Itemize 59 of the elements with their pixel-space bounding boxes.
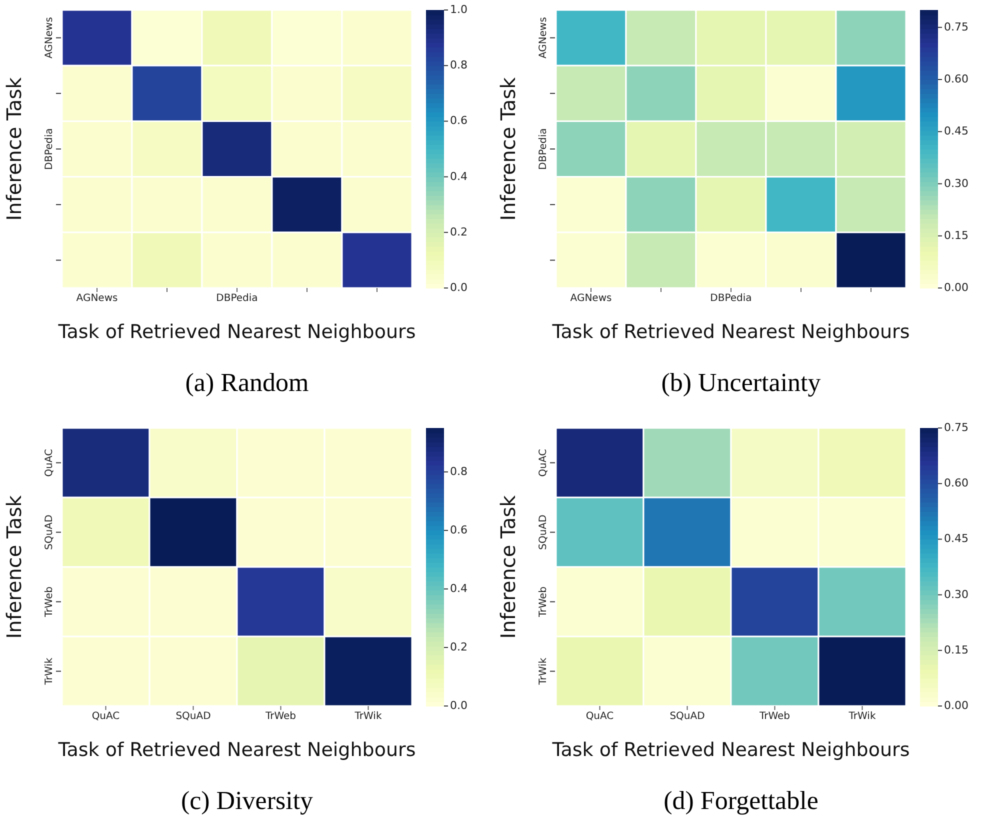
y-tick-label: TrWik xyxy=(538,658,549,686)
x-tick-label: TrWeb xyxy=(758,711,790,722)
color-bar-label: 0.60 xyxy=(944,72,968,86)
color-bar-label: 0.6 xyxy=(450,523,468,536)
y-axis-title: Inference Task xyxy=(2,494,26,639)
y-tick-label: TrWik xyxy=(44,658,55,686)
color-bar-label: 0.4 xyxy=(450,170,468,183)
color-bar-label: 0.8 xyxy=(450,464,468,478)
x-axis-title: Task of Retrieved Nearest Neighbours xyxy=(57,739,416,761)
y-tick-label: QuAC xyxy=(44,448,55,477)
color-bar-label: 0.45 xyxy=(944,124,968,138)
y-axis-title: Inference Task xyxy=(2,76,26,221)
color-bar-label: 0.60 xyxy=(944,476,968,490)
color-bar-label: 0.2 xyxy=(450,640,468,654)
x-axis-title: Task of Retrieved Nearest Neighbours xyxy=(551,739,910,761)
y-tick-label: SQuAD xyxy=(44,514,55,550)
color-bar-label: 1.0 xyxy=(450,3,468,16)
y-axis-title: Inference Task xyxy=(496,494,520,639)
color-bar-label: 0.15 xyxy=(944,643,968,656)
color-bar-label: 0.30 xyxy=(944,176,968,190)
color-bar-label: 0.15 xyxy=(944,228,968,242)
color-bar-label: 0.30 xyxy=(944,588,968,601)
color-bar-label: 0.8 xyxy=(450,58,468,72)
color-bar-label: 0.00 xyxy=(944,281,968,294)
x-tick-label: AGNews xyxy=(76,293,118,304)
x-tick-label: TrWik xyxy=(354,711,382,722)
x-tick-label: AGNews xyxy=(570,293,612,304)
text: (c) Diversity xyxy=(180,786,314,816)
x-tick-label: SQuAD xyxy=(670,711,706,722)
color-bar-label: 0.2 xyxy=(450,225,468,238)
color-bar-label: 0.45 xyxy=(944,532,968,546)
color-bar-label: 0.00 xyxy=(944,699,968,712)
x-tick-label: DBPedia xyxy=(216,293,258,304)
color-bar-label: 0.0 xyxy=(450,699,468,712)
x-tick-label: TrWeb xyxy=(264,711,296,722)
x-tick-label: SQuAD xyxy=(176,711,212,722)
y-tick-label: DBPedia xyxy=(44,128,55,170)
text: (a) Random xyxy=(185,368,309,398)
y-tick-label: QuAC xyxy=(538,448,549,477)
x-axis-title: Task of Retrieved Nearest Neighbours xyxy=(551,321,910,343)
x-tick-label: DBPedia xyxy=(710,293,752,304)
x-axis-title: Task of Retrieved Nearest Neighbours xyxy=(57,321,416,343)
color-bar-label: 0.75 xyxy=(944,421,968,434)
y-tick-label: DBPedia xyxy=(538,128,549,170)
text: (d) Forgettable xyxy=(664,786,818,816)
x-tick-label: QuAC xyxy=(586,711,614,722)
color-bar-label: 0.6 xyxy=(450,114,468,128)
color-bar-label: 0.0 xyxy=(450,281,468,294)
x-tick-label: QuAC xyxy=(92,711,120,722)
y-tick-label: AGNews xyxy=(538,17,549,59)
color-bar-label: 0.4 xyxy=(450,582,468,595)
y-tick-label: TrWeb xyxy=(538,586,549,618)
text: (b) Uncertainty xyxy=(661,368,821,398)
y-axis-title: Inference Task xyxy=(496,76,520,221)
y-tick-label: SQuAD xyxy=(538,514,549,550)
y-tick-label: TrWeb xyxy=(44,586,55,618)
y-tick-label: AGNews xyxy=(44,17,55,59)
x-tick-label: TrWik xyxy=(848,711,876,722)
color-bar-label: 0.75 xyxy=(944,20,968,34)
